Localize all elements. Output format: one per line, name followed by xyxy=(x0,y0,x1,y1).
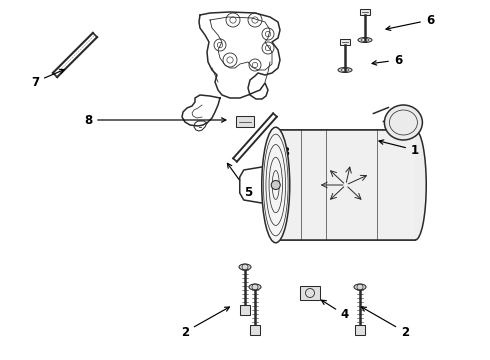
Text: 7: 7 xyxy=(31,69,64,89)
Text: 2: 2 xyxy=(181,307,229,338)
Bar xyxy=(250,325,260,335)
Ellipse shape xyxy=(239,264,251,270)
Bar xyxy=(236,116,254,127)
Ellipse shape xyxy=(384,105,422,140)
Text: 8: 8 xyxy=(84,113,226,126)
Bar xyxy=(300,286,320,300)
Ellipse shape xyxy=(262,127,290,243)
Bar xyxy=(360,9,370,15)
Bar xyxy=(276,130,415,240)
Text: 6: 6 xyxy=(386,13,434,31)
Ellipse shape xyxy=(249,284,261,290)
Ellipse shape xyxy=(358,37,372,42)
Ellipse shape xyxy=(354,284,366,290)
Bar xyxy=(355,325,365,335)
Bar xyxy=(340,39,350,45)
Bar xyxy=(240,305,250,315)
Ellipse shape xyxy=(404,130,426,240)
Text: 1: 1 xyxy=(379,140,419,157)
Text: 2: 2 xyxy=(362,307,409,338)
Circle shape xyxy=(271,180,280,189)
Text: 5: 5 xyxy=(227,163,252,198)
Text: 3: 3 xyxy=(271,142,289,158)
Ellipse shape xyxy=(338,68,352,72)
Text: 4: 4 xyxy=(321,300,349,321)
Text: 6: 6 xyxy=(372,54,402,67)
